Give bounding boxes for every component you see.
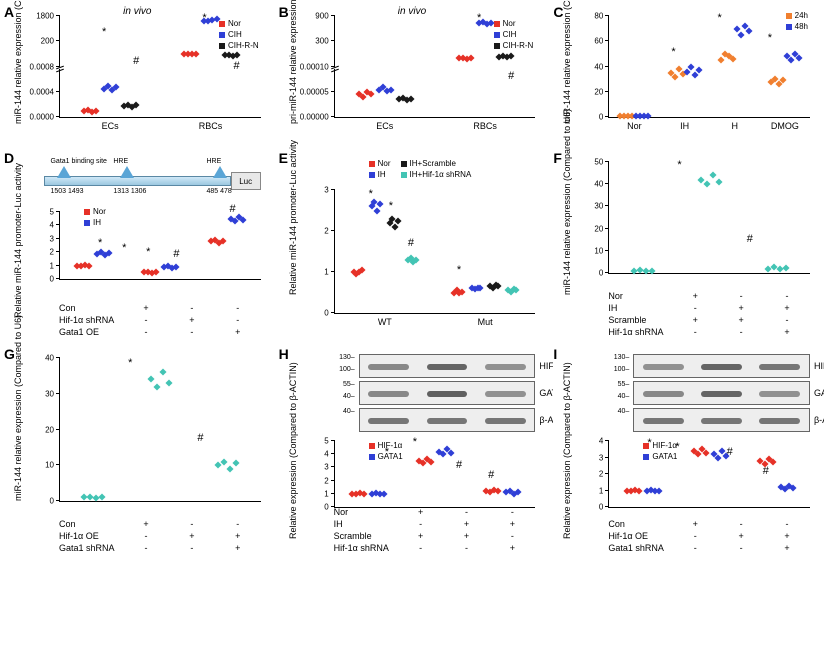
panel-E: E Relative miR-144 promoter-Luc activity… bbox=[279, 150, 546, 340]
ylabel: Relative miR-144 promoter-Luc activity bbox=[288, 195, 298, 295]
ylabel: miR-144 relative expression (Compared to… bbox=[13, 24, 23, 124]
panel-label: I bbox=[553, 346, 557, 362]
panel-H: H HIF-1α130–100–GATA155–40–β-ACTIN40– Re… bbox=[279, 346, 546, 556]
chart: 01234**## bbox=[608, 441, 810, 508]
chart: 012345**## bbox=[334, 441, 536, 508]
chart: 012345***## bbox=[59, 212, 261, 280]
western-blot: HIF-1α130–100–GATA155–40–β-ACTIN40– bbox=[359, 354, 536, 435]
ylabel: miR-144 relative expression (Compared to… bbox=[562, 195, 572, 295]
chart: 0.000000.000050.00010300900*#ECsRBCs bbox=[334, 16, 536, 118]
panel-label: H bbox=[279, 346, 289, 362]
condition-table: Nor+--IH-++Scramble++-Hif-1α shRNA--+ bbox=[608, 290, 810, 338]
legend: NorIHIH+ScrambleIH+Hif-1α shRNA bbox=[369, 158, 472, 180]
panel-G: G miR-144 relative expression (Compared … bbox=[4, 346, 271, 556]
chart: 0123**#*WTMut bbox=[334, 190, 536, 314]
panel-D: D LucGata1 binding site1503 1493HRE1313 … bbox=[4, 150, 271, 340]
figure: A in vivo miR-144 relative expression (C… bbox=[0, 0, 824, 560]
panel-C: C miR-144 relative expression (Compared … bbox=[553, 4, 820, 144]
condition-table: Nor+--IH-++Scramble++-Hif-1α shRNA--+ bbox=[334, 506, 536, 554]
ylabel: miR-144 relative expression (Compared to… bbox=[13, 401, 23, 501]
condition-table: Con+--Hif-1α shRNA-+-Gata1 OE--+ bbox=[59, 302, 261, 338]
panel-A: A in vivo miR-144 relative expression (C… bbox=[4, 4, 271, 144]
chart: 020406080***NorIHHDMOG bbox=[608, 16, 810, 118]
chart: 010203040*# bbox=[59, 358, 261, 502]
chart: 01020304050*# bbox=[608, 162, 810, 274]
western-blot: HIF-1α130–100–GATA155–40–β-ACTIN40– bbox=[633, 354, 810, 435]
condition-table: Con+--Hif-1α OE-++Gata1 shRNA--+ bbox=[608, 518, 810, 554]
panel-label: E bbox=[279, 150, 288, 166]
chart: 0.00000.00040.00082001800*#*#ECsRBCs bbox=[59, 16, 261, 118]
panel-label: F bbox=[553, 150, 562, 166]
ylabel: Relative expression (Compared to β-ACTIN… bbox=[288, 439, 298, 539]
promoter-schematic: LucGata1 binding site1503 1493HRE1313 13… bbox=[44, 162, 261, 202]
panel-F: F miR-144 relative expression (Compared … bbox=[553, 150, 820, 340]
panel-B: B in vivo pri-miR-144 relative expressio… bbox=[279, 4, 546, 144]
panel-I: I HIF-1α130–100–GATA155–40–β-ACTIN40– Re… bbox=[553, 346, 820, 556]
condition-table: Con+--Hif-1α OE-++Gata1 shRNA--+ bbox=[59, 518, 261, 554]
ylabel: Relative miR-144 promoter-Luc activity bbox=[13, 218, 23, 318]
ylabel: pri-miR-144 relative expression (Compare… bbox=[288, 24, 298, 124]
ylabel: Relative expression (Compared to β-ACTIN… bbox=[562, 439, 572, 539]
